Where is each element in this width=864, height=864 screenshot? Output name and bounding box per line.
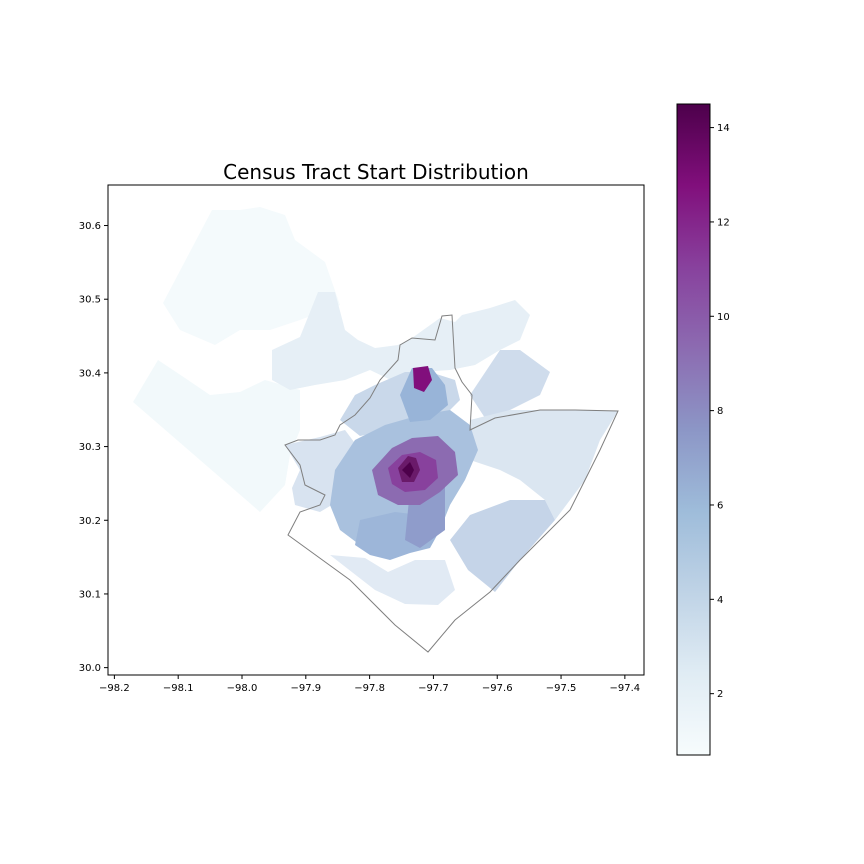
y-tick-label: 30.6 (79, 221, 101, 232)
colorbar-axis: 2 4 6 8 10 12 14 (710, 123, 730, 700)
colorbar-tick-label: 6 (717, 500, 723, 511)
x-tick-label: −97.5 (546, 683, 577, 694)
x-tick-label: −97.7 (418, 683, 449, 694)
x-tick-label: −97.4 (610, 683, 641, 694)
tract-campus (413, 366, 432, 392)
tract-outer-west (133, 360, 300, 512)
y-tick-label: 30.4 (79, 368, 101, 379)
colorbar-tick-label: 12 (717, 217, 730, 228)
map-area (133, 207, 619, 653)
map-title: Census Tract Start Distribution (223, 160, 529, 184)
x-tick-label: −98.2 (99, 683, 130, 694)
colorbar-tick-label: 2 (717, 689, 723, 700)
y-tick-label: 30.2 (79, 516, 101, 527)
colorbar-tick-label: 4 (717, 595, 723, 606)
city-outline (284, 314, 619, 653)
tract-downtown-center (402, 462, 414, 478)
colorbar-tick-label: 10 (717, 312, 730, 323)
y-tick-label: 30.5 (79, 295, 101, 306)
tract-north-band (272, 292, 530, 390)
colorbar-tick-label: 14 (717, 123, 730, 134)
colorbar-tick-label: 8 (717, 406, 723, 417)
tract-east-upper (470, 350, 550, 418)
axes-frame (107, 184, 645, 676)
x-tick-label: −97.6 (482, 683, 513, 694)
tract-east-wedge (470, 410, 618, 520)
x-tick-label: −97.9 (290, 683, 321, 694)
x-tick-label: −97.8 (354, 683, 385, 694)
x-axis: −98.2 −98.1 −98.0 −97.9 −97.8 −97.7 −97.6 −97.5… (99, 675, 640, 694)
colorbar (676, 103, 711, 756)
tract-north-corridor (400, 368, 448, 422)
tract-southeast (450, 500, 555, 592)
tract-outer-northwest (163, 207, 340, 345)
x-tick-label: −98.1 (163, 683, 194, 694)
x-tick-label: −98.0 (227, 683, 258, 694)
y-tick-label: 30.0 (79, 663, 101, 674)
y-axis: 30.0 30.1 30.2 30.3 30.4 30.5 30.6 (79, 221, 108, 674)
y-tick-label: 30.1 (79, 589, 101, 600)
y-tick-label: 30.3 (79, 442, 101, 453)
tract-south-light (330, 555, 455, 605)
